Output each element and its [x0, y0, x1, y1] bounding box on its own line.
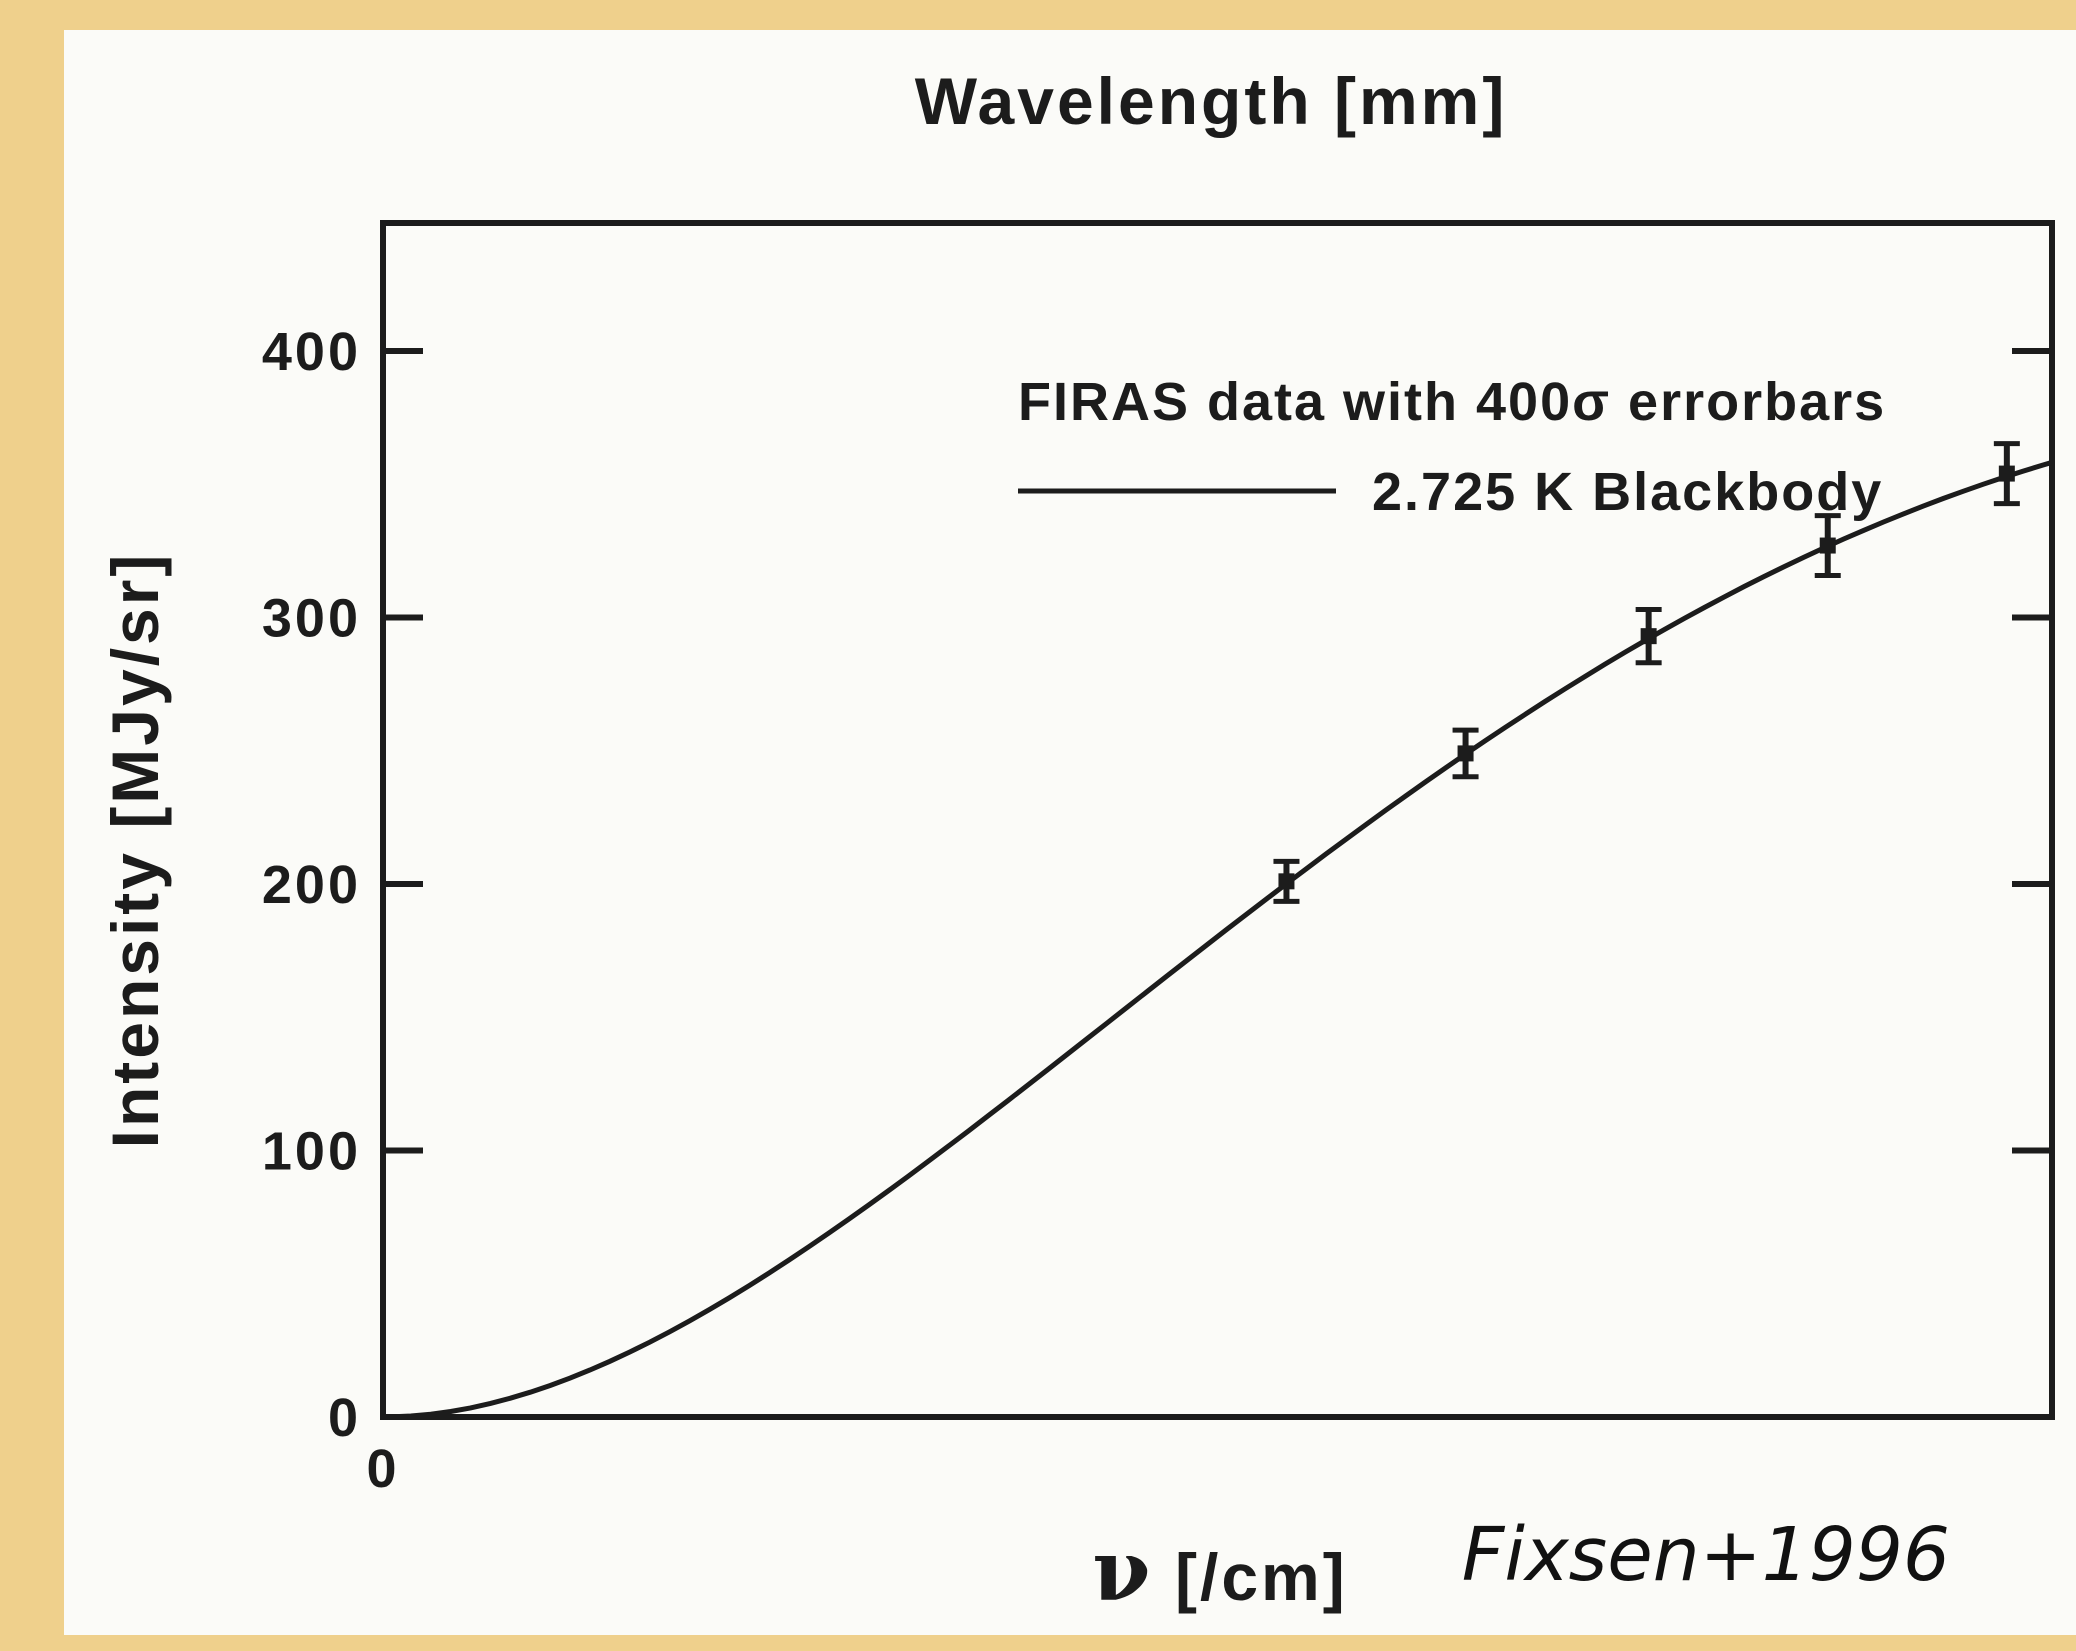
- x-tick-label: 0: [366, 1439, 399, 1499]
- y-tick-label: 200: [262, 855, 361, 915]
- frame-pointer-arrow: [0, 900, 64, 1020]
- legend-entry-blackbody: 2.725 K Blackbody: [1372, 462, 1883, 522]
- y-tick-label: 300: [262, 589, 361, 649]
- data-point: [1814, 513, 1841, 579]
- x-axis-title: ν [/cm]: [1092, 1521, 1347, 1620]
- data-marker: [1998, 465, 2015, 482]
- data-point: [1452, 727, 1479, 780]
- x-axis-symbol: ν: [1092, 1521, 1150, 1620]
- data-point: [1993, 441, 2020, 507]
- data-point: [1635, 607, 1662, 666]
- data-marker: [1457, 745, 1474, 762]
- y-tick-label: 0: [328, 1388, 361, 1448]
- y-tick-label: 100: [262, 1122, 361, 1182]
- x-axis-unit: [/cm]: [1175, 1540, 1348, 1614]
- y-tick-label: 400: [262, 322, 361, 382]
- legend-entry-firas: FIRAS data with 400σ errorbars: [1018, 372, 1886, 432]
- data-marker: [1819, 537, 1836, 554]
- data-point: [1273, 858, 1300, 904]
- credit-label: Fixsen+1996: [1462, 1512, 1950, 1598]
- y-axis-title: Intensity [MJy/sr]: [98, 552, 172, 1149]
- top-axis-title: Wavelength [mm]: [915, 64, 1508, 138]
- data-marker: [1278, 873, 1295, 890]
- blackbody-curve: [383, 459, 2052, 1417]
- data-marker: [1640, 628, 1657, 645]
- plot-frame: [380, 220, 2055, 1420]
- plot-background: [64, 30, 2076, 1635]
